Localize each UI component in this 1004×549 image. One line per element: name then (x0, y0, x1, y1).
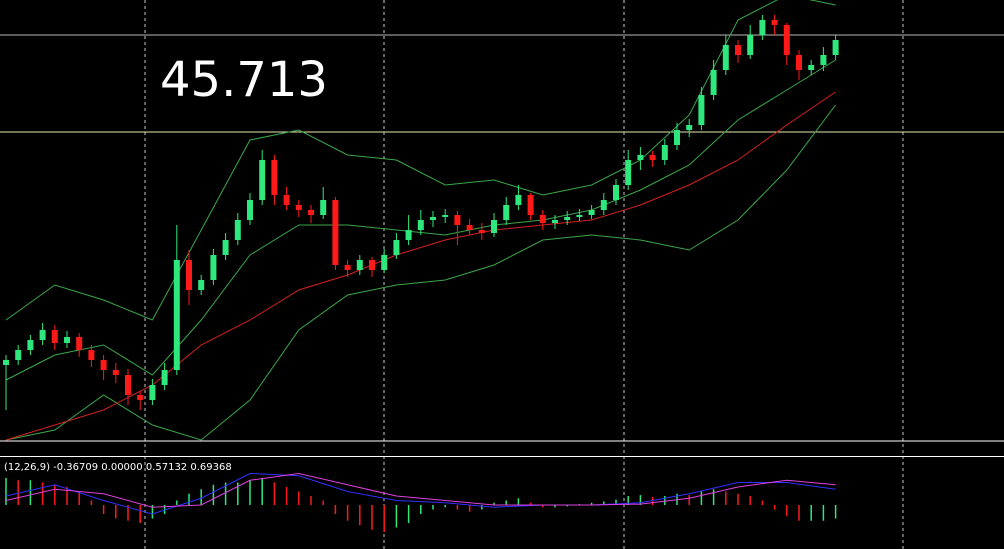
candle-body (515, 195, 522, 205)
candle-body (39, 330, 46, 340)
candle-body (259, 160, 266, 200)
candle-body (783, 25, 790, 55)
candle-body (64, 337, 70, 343)
candle-body (76, 337, 83, 350)
candle-body (759, 20, 766, 35)
overlay-line (5, 0, 836, 321)
candle-body (27, 340, 34, 350)
candle-body (308, 210, 314, 215)
candle-body (405, 230, 412, 240)
candle-body (454, 215, 461, 225)
candle-body (210, 255, 217, 280)
macd-label: (12,26,9) -0.36709 0.00000 0.57132 0.693… (4, 462, 232, 473)
candle-body (356, 260, 363, 270)
candle-body (491, 220, 497, 233)
candle-body (698, 95, 705, 125)
price-label: 45.713 (160, 52, 328, 108)
macd-line (5, 472, 836, 515)
candle-body (613, 185, 619, 200)
candle-body (600, 200, 607, 210)
candle-body (369, 260, 375, 270)
candle-body (381, 255, 388, 270)
candle-body (832, 40, 839, 55)
candle-body (735, 45, 741, 55)
candle-body (478, 230, 485, 233)
candle-body (125, 375, 131, 395)
candle-body (186, 260, 192, 290)
candle-body (247, 200, 253, 220)
candle-body (234, 220, 241, 240)
candle-body (344, 265, 351, 270)
candle-body (161, 370, 168, 385)
candle-body (588, 210, 595, 215)
candle-body (649, 155, 656, 160)
candle-body (393, 240, 400, 255)
candle-body (674, 130, 680, 145)
candle-body (173, 260, 180, 370)
candle-body (747, 35, 754, 55)
candle-body (722, 45, 729, 70)
candle-body (661, 145, 668, 160)
candle-body (771, 20, 778, 25)
candle-body (271, 160, 278, 195)
candle-body (430, 217, 436, 220)
candle-body (625, 160, 632, 185)
candle-body (564, 217, 571, 220)
candle-body (137, 395, 144, 400)
candle-body (15, 350, 22, 360)
macd-line (5, 472, 836, 508)
candle-body (51, 330, 58, 343)
candle-body (100, 360, 107, 370)
candle-body (295, 205, 302, 210)
candle-body (88, 350, 95, 360)
overlay-line (5, 91, 836, 441)
candle-body (796, 55, 802, 70)
candle-body (112, 370, 119, 375)
candle-body (3, 360, 9, 365)
candle-body (576, 215, 583, 217)
candle-body (552, 220, 558, 223)
candle-body (332, 200, 339, 265)
candle-body (466, 225, 473, 230)
candle-body (149, 385, 156, 400)
overlay-line (5, 104, 836, 441)
candle-body (637, 155, 644, 160)
candle-body (417, 220, 424, 230)
candle-body (320, 200, 327, 215)
candle-body (820, 55, 827, 65)
candle-body (503, 205, 510, 220)
candle-body (527, 195, 534, 215)
candle-body (222, 240, 229, 255)
candle-body (442, 215, 449, 217)
candle-body (710, 70, 717, 95)
candle-body (283, 195, 290, 205)
candle-body (808, 65, 815, 70)
candle-body (686, 125, 693, 130)
candle-body (539, 215, 546, 223)
candle-body (198, 280, 205, 290)
